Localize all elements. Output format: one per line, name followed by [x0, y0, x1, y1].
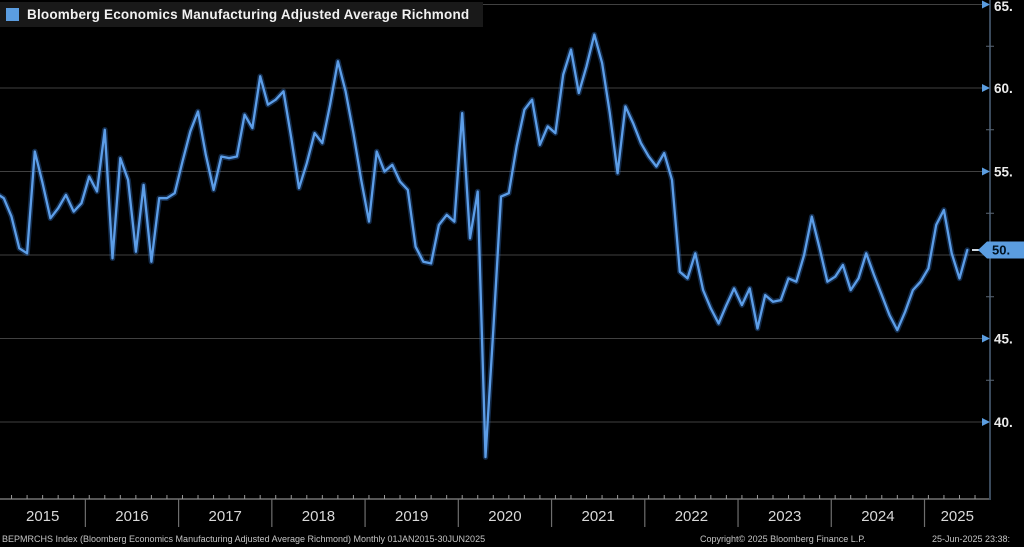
- last-value-badge-label: 50.: [992, 242, 1010, 257]
- y-axis-arrow-icon: [982, 0, 990, 9]
- footer-ticker-info: BEPMRCHS Index (Bloomberg Economics Manu…: [2, 534, 486, 544]
- x-axis-label: 2017: [209, 508, 242, 525]
- series-line: [0, 33, 969, 459]
- x-axis-label: 2023: [768, 508, 801, 525]
- x-axis-label: 2019: [395, 508, 428, 525]
- x-axis-label: 2025: [941, 508, 974, 525]
- y-axis-label: 55.: [994, 165, 1013, 180]
- y-axis-arrow-icon: [982, 84, 990, 92]
- x-axis-label: 2024: [861, 508, 894, 525]
- y-axis-label: 45.: [994, 332, 1013, 347]
- y-axis-label: 60.: [994, 81, 1013, 96]
- footer: BEPMRCHS Index (Bloomberg Economics Manu…: [0, 533, 1024, 547]
- x-axis-label: 2016: [115, 508, 148, 525]
- y-axis-arrow-icon: [982, 167, 990, 176]
- y-axis-label: 65.: [994, 0, 1013, 14]
- x-axis-label: 2022: [675, 508, 708, 525]
- last-value-badge[interactable]: [978, 241, 1024, 259]
- series-swatch-icon: [6, 8, 19, 21]
- legend-item[interactable]: Bloomberg Economics Manufacturing Adjust…: [0, 2, 484, 27]
- footer-timestamp: 25-Jun-2025 23:38:: [932, 534, 1011, 544]
- x-axis-label: 2015: [26, 508, 59, 525]
- x-axis-label: 2021: [581, 508, 614, 525]
- x-axis-label: 2018: [302, 508, 335, 525]
- y-axis-label: 40.: [994, 415, 1013, 430]
- footer-copyright: Copyright© 2025 Bloomberg Finance L.P.: [700, 534, 866, 544]
- x-axis-label: 2020: [488, 508, 521, 525]
- y-axis-arrow-icon: [982, 334, 990, 343]
- y-axis-arrow-icon: [982, 418, 990, 426]
- legend-label: Bloomberg Economics Manufacturing Adjust…: [27, 7, 470, 22]
